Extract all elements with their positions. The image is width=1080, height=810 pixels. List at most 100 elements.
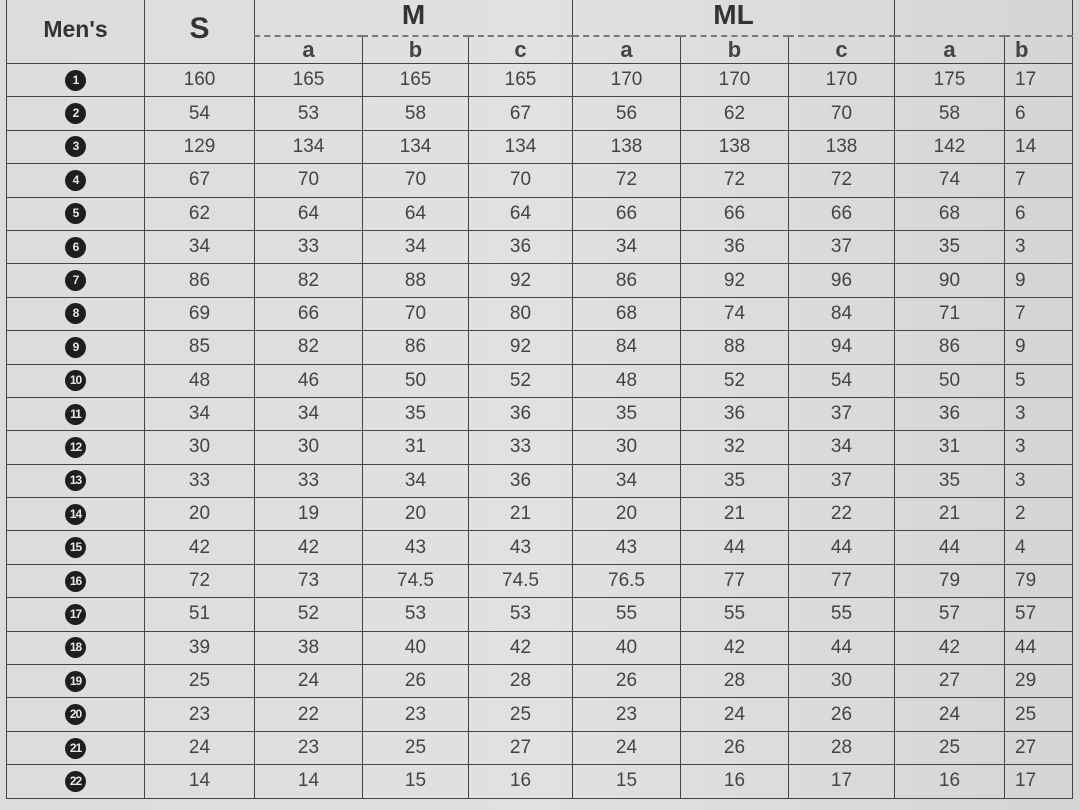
sub-header: b xyxy=(362,35,469,64)
measurement-cell: 19 xyxy=(254,497,363,532)
table-row: 7 86 82 88 92 86 92 96 90 9 xyxy=(6,263,1073,298)
measurement-cell: 46 xyxy=(254,363,363,398)
measurement-cell: 30 xyxy=(254,430,363,465)
size-header-ml: ML xyxy=(572,0,895,37)
table-row: 20 23 22 23 25 23 24 26 24 25 xyxy=(6,697,1073,732)
measurement-cell: 170 xyxy=(788,62,895,98)
measurement-cell: 51 xyxy=(144,597,255,632)
measurement-cell: 5 xyxy=(1004,363,1073,398)
measurement-cell: 36 xyxy=(468,463,573,499)
measurement-cell: 54 xyxy=(788,363,895,398)
measurement-cell: 77 xyxy=(680,563,789,599)
table-row: 22 14 14 15 16 15 16 17 16 17 xyxy=(6,764,1073,799)
measurement-cell: 134 xyxy=(362,129,469,165)
row-number-cell: 7 xyxy=(6,263,145,298)
measurement-cell: 56 xyxy=(572,96,681,131)
measurement-cell: 24 xyxy=(144,730,255,766)
row-number-cell: 2 xyxy=(6,96,145,131)
measurement-cell: 23 xyxy=(362,697,469,732)
measurement-cell: 72 xyxy=(680,163,789,198)
measurement-cell: 34 xyxy=(144,229,255,265)
row-number-badge: 14 xyxy=(65,503,86,525)
row-number-cell: 14 xyxy=(6,497,145,532)
measurement-cell: 28 xyxy=(788,730,895,766)
row-number-badge: 8 xyxy=(65,303,86,325)
measurement-cell: 50 xyxy=(362,363,469,398)
measurement-cell: 44 xyxy=(894,530,1005,565)
row-number-badge: 6 xyxy=(65,236,86,258)
measurement-cell: 64 xyxy=(254,196,363,231)
measurement-cell: 16 xyxy=(680,764,789,799)
row-number-badge: 22 xyxy=(65,770,86,792)
row-number-badge: 12 xyxy=(65,436,86,458)
size-header-l xyxy=(894,0,1073,37)
measurement-cell: 85 xyxy=(144,330,255,365)
measurement-cell: 134 xyxy=(254,129,363,165)
measurement-cell: 40 xyxy=(362,630,469,666)
measurement-cell: 96 xyxy=(788,263,895,298)
measurement-cell: 21 xyxy=(894,497,1005,532)
table-row: 14 20 19 20 21 20 21 22 21 2 xyxy=(6,497,1073,532)
measurement-cell: 67 xyxy=(468,96,573,131)
measurement-cell: 71 xyxy=(894,296,1005,332)
table-row: 1 160 165 165 165 170 170 170 175 17 xyxy=(6,62,1073,98)
row-number-badge: 15 xyxy=(65,537,86,559)
corner-label: Men's xyxy=(6,0,145,64)
measurement-cell: 90 xyxy=(894,263,1005,298)
row-number-badge: 9 xyxy=(65,336,86,358)
row-number-badge: 20 xyxy=(65,704,86,726)
row-number-cell: 16 xyxy=(6,563,145,599)
table-row: 11 34 34 35 36 35 36 37 36 3 xyxy=(6,396,1073,432)
measurement-cell: 14 xyxy=(254,764,363,799)
measurement-cell: 34 xyxy=(254,396,363,432)
measurement-cell: 36 xyxy=(894,396,1005,432)
measurement-cell: 44 xyxy=(1004,630,1073,666)
measurement-cell: 55 xyxy=(788,597,895,632)
measurement-cell: 73 xyxy=(254,563,363,599)
measurement-cell: 42 xyxy=(468,630,573,666)
measurement-cell: 53 xyxy=(468,597,573,632)
measurement-cell: 36 xyxy=(680,229,789,265)
table-row: 18 39 38 40 42 40 42 44 42 44 xyxy=(6,630,1073,666)
measurement-cell: 92 xyxy=(468,330,573,365)
measurement-cell: 17 xyxy=(1004,764,1073,799)
measurement-cell: 54 xyxy=(144,96,255,131)
measurement-cell: 17 xyxy=(1004,62,1073,98)
measurement-cell: 36 xyxy=(680,396,789,432)
sub-header: a xyxy=(894,35,1005,64)
row-number-badge: 11 xyxy=(65,403,86,425)
measurement-cell: 25 xyxy=(144,664,255,699)
measurement-cell: 35 xyxy=(362,396,469,432)
measurement-cell: 43 xyxy=(572,530,681,565)
measurement-cell: 58 xyxy=(362,96,469,131)
row-number-cell: 9 xyxy=(6,330,145,365)
measurement-cell: 74.5 xyxy=(362,563,469,599)
measurement-cell: 74.5 xyxy=(468,563,573,599)
row-number-cell: 17 xyxy=(6,597,145,632)
sub-header: a xyxy=(572,35,681,64)
measurement-cell: 69 xyxy=(144,296,255,332)
measurement-cell: 66 xyxy=(680,196,789,231)
table-row: 15 42 42 43 43 43 44 44 44 4 xyxy=(6,530,1073,565)
measurement-cell: 39 xyxy=(144,630,255,666)
table-row: 10 48 46 50 52 48 52 54 50 5 xyxy=(6,363,1073,398)
row-number-badge: 10 xyxy=(65,370,86,392)
row-number-badge: 1 xyxy=(65,69,86,91)
measurement-cell: 165 xyxy=(254,62,363,98)
row-number-cell: 1 xyxy=(6,62,145,98)
measurement-cell: 3 xyxy=(1004,430,1073,465)
measurement-cell: 44 xyxy=(788,630,895,666)
table-row: 8 69 66 70 80 68 74 84 71 7 xyxy=(6,296,1073,332)
row-number-cell: 12 xyxy=(6,430,145,465)
measurement-cell: 35 xyxy=(894,463,1005,499)
measurement-cell: 27 xyxy=(1004,730,1073,766)
size-header-m: M xyxy=(254,0,573,37)
measurement-cell: 35 xyxy=(572,396,681,432)
measurement-cell: 165 xyxy=(362,62,469,98)
measurement-cell: 62 xyxy=(680,96,789,131)
table-row: 2 54 53 58 67 56 62 70 58 6 xyxy=(6,96,1073,131)
measurement-cell: 79 xyxy=(1004,563,1073,599)
measurement-cell: 42 xyxy=(894,630,1005,666)
measurement-cell: 44 xyxy=(788,530,895,565)
